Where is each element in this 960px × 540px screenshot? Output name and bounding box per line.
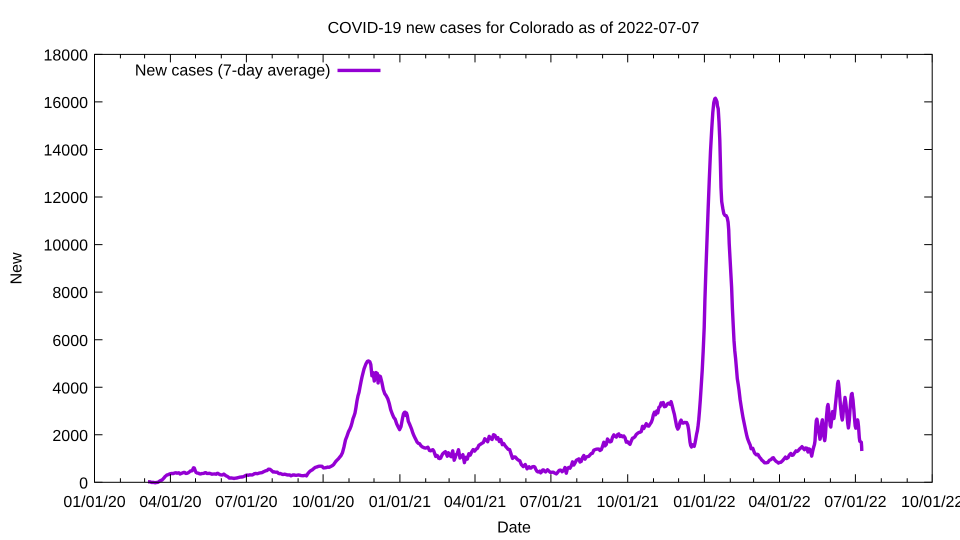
- svg-text:COVID-19 new cases for Colorad: COVID-19 new cases for Colorado as of 20…: [328, 20, 700, 37]
- svg-text:New: New: [9, 252, 26, 284]
- svg-text:Date: Date: [497, 520, 531, 537]
- svg-text:01/01/20: 01/01/20: [63, 494, 125, 511]
- svg-text:04/01/20: 04/01/20: [139, 494, 201, 511]
- svg-text:14000: 14000: [44, 143, 89, 160]
- svg-text:10/01/21: 10/01/21: [597, 494, 659, 511]
- svg-text:04/01/22: 04/01/22: [748, 494, 810, 511]
- svg-text:New cases (7-day average): New cases (7-day average): [135, 62, 331, 79]
- svg-text:16000: 16000: [44, 95, 89, 112]
- svg-text:12000: 12000: [44, 190, 89, 207]
- svg-text:10000: 10000: [44, 238, 89, 255]
- svg-text:0: 0: [79, 475, 88, 492]
- svg-text:8000: 8000: [52, 285, 88, 302]
- svg-text:10/01/20: 10/01/20: [292, 494, 354, 511]
- svg-text:01/01/21: 01/01/21: [369, 494, 431, 511]
- svg-text:07/01/20: 07/01/20: [215, 494, 277, 511]
- svg-text:2000: 2000: [52, 428, 88, 445]
- svg-text:01/01/22: 01/01/22: [673, 494, 735, 511]
- svg-text:07/01/22: 07/01/22: [824, 494, 886, 511]
- svg-text:04/01/21: 04/01/21: [444, 494, 506, 511]
- svg-text:07/01/21: 07/01/21: [520, 494, 582, 511]
- svg-text:6000: 6000: [52, 333, 88, 350]
- svg-text:10/01/22: 10/01/22: [901, 494, 960, 511]
- svg-text:18000: 18000: [44, 48, 89, 65]
- svg-text:4000: 4000: [52, 380, 88, 397]
